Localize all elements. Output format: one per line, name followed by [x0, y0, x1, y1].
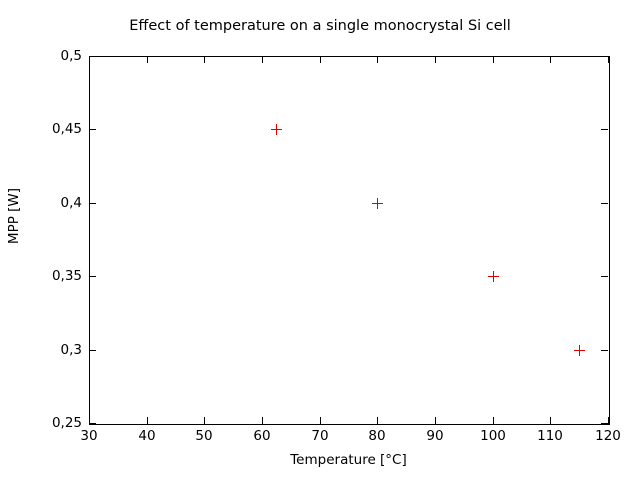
x-axis-tick-label: 90 — [426, 428, 444, 444]
x-axis-tick-label: 100 — [480, 428, 506, 444]
y-axis-tick-label: 0,45 — [51, 121, 82, 137]
x-axis-tick-mark — [550, 417, 551, 424]
x-axis-tick-label: 30 — [80, 428, 98, 444]
y-axis-tick-label-wrapper: 0,5 — [18, 49, 82, 63]
x-axis-tick-mark — [147, 417, 148, 424]
x-axis-tick-mark — [320, 417, 321, 424]
x-axis-tick-mark — [89, 417, 90, 424]
x-axis-tick-mark — [435, 56, 436, 63]
y-axis-title-wrapper: MPP [W] — [6, 176, 22, 256]
y-axis-tick-mark — [89, 423, 96, 424]
x-axis-tick-mark — [147, 56, 148, 63]
x-axis-tick-mark — [377, 417, 378, 424]
x-axis-tick-label-wrapper: 60 — [232, 428, 292, 444]
y-axis-tick-label: 0,25 — [51, 415, 82, 431]
x-axis-tick-label: 80 — [368, 428, 386, 444]
x-axis-tick-mark — [493, 417, 494, 424]
y-axis-tick-label-wrapper: 0,3 — [18, 343, 82, 357]
x-axis-title: Temperature [°C] — [290, 452, 407, 468]
y-axis-tick-label: 0,5 — [60, 48, 82, 64]
x-axis-tick-mark — [550, 56, 551, 63]
plot-frame — [89, 56, 610, 425]
x-axis-tick-label-wrapper: 90 — [405, 428, 465, 444]
x-axis-tick-mark — [204, 417, 205, 424]
y-axis-tick-label-wrapper: 0,45 — [18, 122, 82, 136]
y-axis-tick-label: 0,4 — [60, 195, 82, 211]
data-point-marker — [270, 124, 282, 136]
y-axis-tick-label-wrapper: 0,35 — [18, 269, 82, 283]
y-axis-tick-mark — [601, 350, 608, 351]
x-axis-tick-label-wrapper: 70 — [290, 428, 350, 444]
x-axis-tick-label: 70 — [311, 428, 329, 444]
x-axis-tick-label-wrapper: 40 — [117, 428, 177, 444]
x-axis-tick-label-wrapper: 50 — [174, 428, 234, 444]
x-axis-tick-label-wrapper: 80 — [347, 428, 407, 444]
x-axis-tick-mark — [435, 417, 436, 424]
x-axis-tick-label: 60 — [253, 428, 271, 444]
x-axis-tick-mark — [204, 56, 205, 63]
y-axis-tick-mark — [89, 56, 96, 57]
y-axis-tick-mark — [601, 423, 608, 424]
y-axis-title: MPP [W] — [6, 187, 22, 245]
data-point-marker — [574, 344, 586, 356]
y-axis-tick-mark — [89, 350, 96, 351]
x-axis-tick-label-wrapper: 30 — [59, 428, 119, 444]
x-axis-tick-label-wrapper: 100 — [463, 428, 523, 444]
x-axis-tick-mark — [608, 417, 609, 424]
x-axis-tick-mark — [262, 417, 263, 424]
x-axis-tick-label: 40 — [138, 428, 156, 444]
x-axis-tick-mark — [608, 56, 609, 63]
x-axis-tick-mark — [320, 56, 321, 63]
y-axis-tick-mark — [89, 203, 96, 204]
x-axis-tick-mark — [493, 56, 494, 63]
x-axis-tick-label-wrapper: 120 — [578, 428, 638, 444]
y-axis-tick-mark — [601, 276, 608, 277]
data-points-layer — [89, 56, 608, 423]
y-axis-tick-label: 0,35 — [51, 268, 82, 284]
y-axis-tick-mark — [601, 56, 608, 57]
chart-title: Effect of temperature on a single monocr… — [129, 18, 511, 34]
data-point-marker — [372, 197, 384, 209]
x-axis-tick-mark — [377, 56, 378, 63]
data-point-marker — [487, 271, 499, 283]
x-axis-tick-label: 120 — [595, 428, 621, 444]
x-axis-tick-mark — [89, 56, 90, 63]
x-axis-tick-label-wrapper: 110 — [520, 428, 580, 444]
x-axis-tick-label: 110 — [537, 428, 563, 444]
y-axis-tick-label: 0,3 — [60, 342, 82, 358]
x-axis-tick-label: 50 — [195, 428, 213, 444]
y-axis-tick-mark — [601, 203, 608, 204]
y-axis-tick-mark — [89, 129, 96, 130]
x-axis-tick-mark — [262, 56, 263, 63]
y-axis-tick-label-wrapper: 0,25 — [18, 416, 82, 430]
y-axis-tick-label-wrapper: 0,4 — [18, 196, 82, 210]
y-axis-tick-mark — [89, 276, 96, 277]
y-axis-tick-mark — [601, 129, 608, 130]
